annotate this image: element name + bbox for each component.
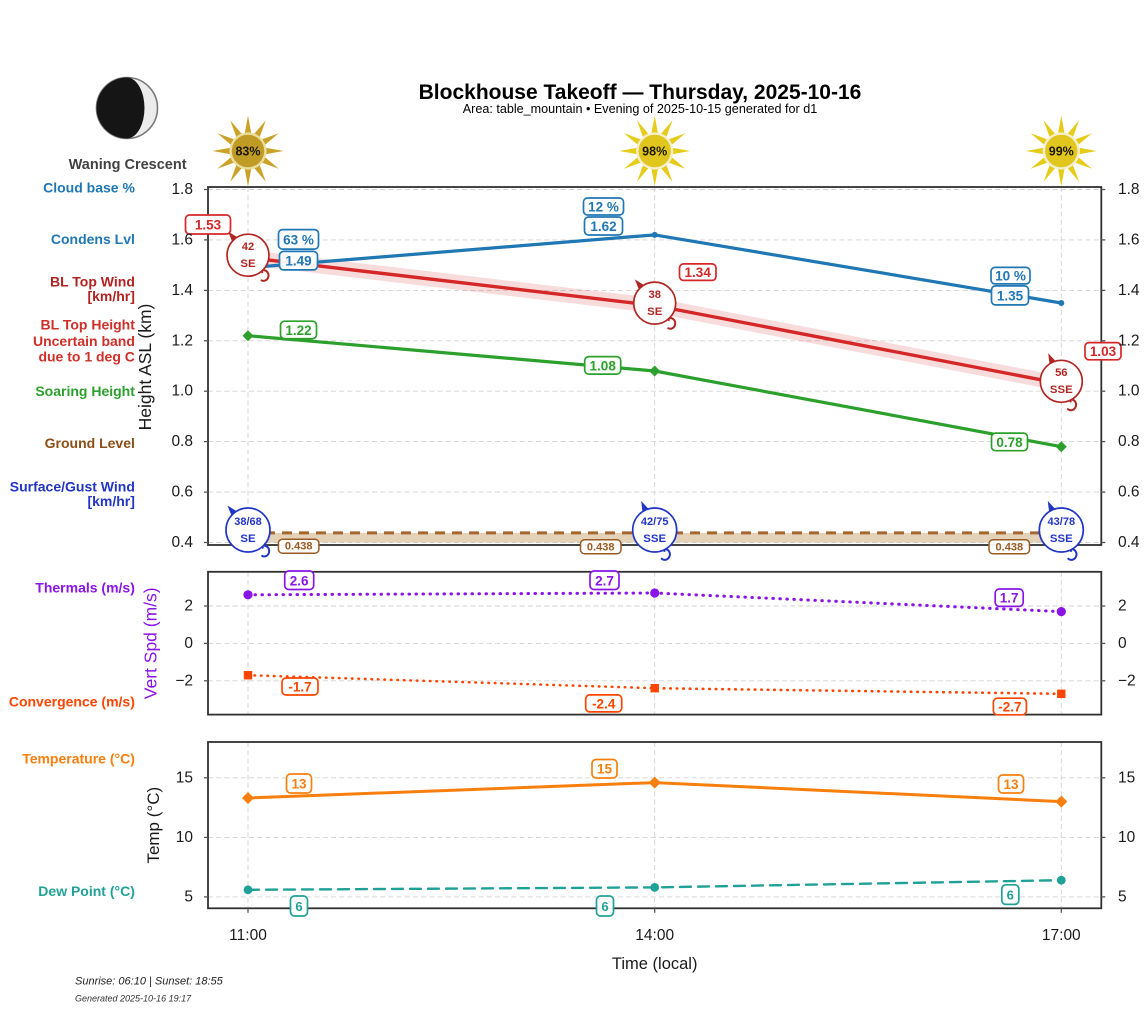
svg-text:1.49: 1.49 xyxy=(285,254,311,269)
svg-text:15: 15 xyxy=(597,762,613,777)
svg-text:14:00: 14:00 xyxy=(635,927,674,944)
svg-text:13: 13 xyxy=(291,777,307,792)
svg-text:-2.7: -2.7 xyxy=(998,700,1021,715)
svg-text:SE: SE xyxy=(240,258,256,270)
svg-text:Waning Crescent: Waning Crescent xyxy=(69,157,187,173)
svg-text:1.2: 1.2 xyxy=(1118,332,1140,349)
svg-text:1.6: 1.6 xyxy=(171,231,193,248)
svg-text:-2.4: -2.4 xyxy=(592,696,616,711)
svg-text:11:00: 11:00 xyxy=(229,927,267,944)
svg-text:1.8: 1.8 xyxy=(171,181,193,198)
svg-text:13: 13 xyxy=(1003,777,1019,792)
svg-text:Sunrise: 06:10 | Sunset: 18:55: Sunrise: 06:10 | Sunset: 18:55 xyxy=(75,976,224,988)
svg-text:0.438: 0.438 xyxy=(996,541,1024,553)
svg-text:0: 0 xyxy=(1118,635,1127,652)
svg-text:Temperature (°C): Temperature (°C) xyxy=(22,750,135,766)
svg-text:43/78: 43/78 xyxy=(1048,516,1076,528)
svg-text:SE: SE xyxy=(647,306,663,318)
svg-text:2.6: 2.6 xyxy=(290,573,309,588)
svg-text:98%: 98% xyxy=(642,145,667,159)
svg-text:1.62: 1.62 xyxy=(590,219,616,234)
svg-text:Temp (°C): Temp (°C) xyxy=(144,787,163,864)
svg-text:0.78: 0.78 xyxy=(996,435,1023,450)
svg-text:0.438: 0.438 xyxy=(587,541,615,553)
svg-text:15: 15 xyxy=(176,769,193,786)
svg-text:Time (local): Time (local) xyxy=(612,955,698,973)
svg-text:1.7: 1.7 xyxy=(1000,591,1019,606)
svg-text:Uncertain band: Uncertain band xyxy=(33,333,135,349)
svg-text:SSE: SSE xyxy=(643,533,666,545)
svg-text:SSE: SSE xyxy=(1050,533,1073,545)
svg-text:6: 6 xyxy=(1007,888,1014,903)
svg-text:SE: SE xyxy=(240,533,256,545)
svg-text:42/75: 42/75 xyxy=(641,516,669,528)
svg-text:Ground Level: Ground Level xyxy=(45,435,135,451)
svg-text:1.4: 1.4 xyxy=(171,282,193,299)
svg-text:10: 10 xyxy=(1118,829,1136,846)
svg-text:SSE: SSE xyxy=(1050,384,1073,396)
svg-text:0.4: 0.4 xyxy=(171,534,193,551)
svg-text:0.6: 0.6 xyxy=(1118,484,1140,501)
svg-text:0.8: 0.8 xyxy=(1118,433,1140,450)
svg-text:Height ASL (km): Height ASL (km) xyxy=(135,304,155,431)
svg-text:0.8: 0.8 xyxy=(171,433,193,450)
svg-text:6: 6 xyxy=(601,899,608,914)
svg-text:83%: 83% xyxy=(235,145,260,159)
svg-text:Condens Lvl: Condens Lvl xyxy=(51,231,135,247)
svg-text:[km/hr]: [km/hr] xyxy=(87,493,134,509)
svg-text:2: 2 xyxy=(1118,598,1127,615)
svg-text:10: 10 xyxy=(176,829,194,846)
svg-text:38: 38 xyxy=(648,289,660,301)
svg-text:Soaring Height: Soaring Height xyxy=(35,383,135,399)
svg-text:1.08: 1.08 xyxy=(590,358,617,373)
svg-text:Vert Spd (m/s): Vert Spd (m/s) xyxy=(141,587,161,699)
svg-text:15: 15 xyxy=(1118,769,1135,786)
svg-text:2.7: 2.7 xyxy=(595,573,614,588)
svg-text:12 %: 12 % xyxy=(588,200,619,215)
svg-text:1.0: 1.0 xyxy=(1118,383,1140,400)
svg-text:1.0: 1.0 xyxy=(171,383,193,400)
svg-text:Cloud base %: Cloud base % xyxy=(43,180,135,196)
svg-text:BL Top Height: BL Top Height xyxy=(41,317,136,333)
svg-text:Blockhouse Takeoff — Thursday,: Blockhouse Takeoff — Thursday, 2025-10-1… xyxy=(419,81,862,104)
svg-text:due to 1 deg C: due to 1 deg C xyxy=(38,349,134,365)
svg-text:1.8: 1.8 xyxy=(1118,181,1140,198)
svg-text:1.6: 1.6 xyxy=(1118,231,1140,248)
svg-text:2: 2 xyxy=(184,598,193,615)
svg-text:Area: table_mountain • Evening: Area: table_mountain • Evening of 2025-1… xyxy=(463,102,817,116)
svg-text:1.34: 1.34 xyxy=(685,265,712,280)
svg-text:10 %: 10 % xyxy=(995,269,1026,284)
svg-text:1.03: 1.03 xyxy=(1090,344,1117,359)
svg-text:1.2: 1.2 xyxy=(171,332,193,349)
svg-text:Dew Point (°C): Dew Point (°C) xyxy=(38,883,135,899)
svg-text:1.35: 1.35 xyxy=(997,288,1024,303)
svg-text:Thermals (m/s): Thermals (m/s) xyxy=(35,580,135,596)
svg-text:1.53: 1.53 xyxy=(195,218,222,233)
svg-text:99%: 99% xyxy=(1049,145,1074,159)
svg-text:5: 5 xyxy=(1118,888,1127,905)
svg-text:Convergence (m/s): Convergence (m/s) xyxy=(9,693,135,709)
svg-text:−2: −2 xyxy=(175,672,193,689)
svg-text:0: 0 xyxy=(184,635,193,652)
svg-text:−2: −2 xyxy=(1118,672,1136,689)
svg-text:17:00: 17:00 xyxy=(1042,927,1081,944)
svg-text:63 %: 63 % xyxy=(283,232,314,247)
svg-text:Generated 2025-10-16 19:17: Generated 2025-10-16 19:17 xyxy=(75,994,192,1004)
svg-text:38/68: 38/68 xyxy=(234,516,262,528)
svg-text:5: 5 xyxy=(184,888,193,905)
svg-text:1.22: 1.22 xyxy=(285,323,311,338)
svg-text:[km/hr]: [km/hr] xyxy=(87,288,134,304)
svg-text:0.438: 0.438 xyxy=(285,541,313,553)
svg-text:6: 6 xyxy=(295,899,302,914)
svg-text:-1.7: -1.7 xyxy=(288,680,311,695)
svg-text:BL Top Wind: BL Top Wind xyxy=(50,274,135,290)
svg-text:0.4: 0.4 xyxy=(1118,534,1140,551)
svg-text:42: 42 xyxy=(242,241,254,253)
svg-text:Surface/Gust Wind: Surface/Gust Wind xyxy=(10,478,135,494)
svg-text:1.4: 1.4 xyxy=(1118,282,1140,299)
svg-text:56: 56 xyxy=(1055,367,1067,379)
svg-text:0.6: 0.6 xyxy=(171,484,193,501)
